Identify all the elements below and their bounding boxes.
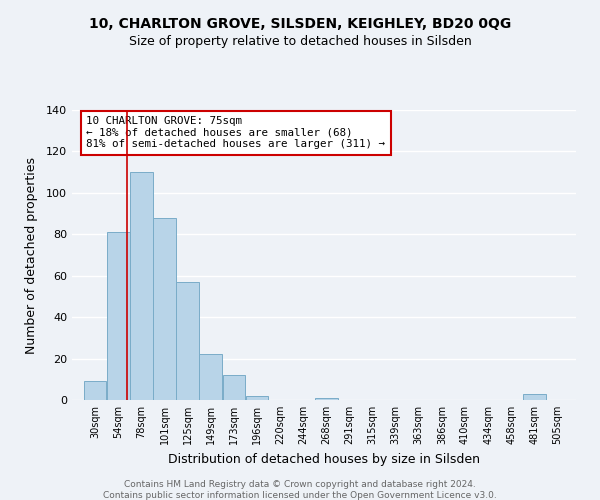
Bar (223, 375, 245, 400)
Text: 10 CHARLTON GROVE: 75sqm
← 18% of detached houses are smaller (68)
81% of semi-d: 10 CHARLTON GROVE: 75sqm ← 18% of detach… (86, 116, 385, 150)
Text: 10, CHARLTON GROVE, SILSDEN, KEIGHLEY, BD20 0QG: 10, CHARLTON GROVE, SILSDEN, KEIGHLEY, B… (89, 18, 511, 32)
Bar (84, 382, 106, 400)
Y-axis label: Number of detached properties: Number of detached properties (25, 156, 38, 354)
X-axis label: Distribution of detached houses by size in Silsden: Distribution of detached houses by size … (168, 452, 480, 466)
Bar (153, 218, 176, 400)
Bar (523, 394, 546, 400)
Text: Contains HM Land Registry data © Crown copyright and database right 2024.: Contains HM Land Registry data © Crown c… (124, 480, 476, 489)
Bar (199, 354, 222, 400)
Text: Contains public sector information licensed under the Open Government Licence v3: Contains public sector information licen… (103, 491, 497, 500)
Bar (315, 398, 338, 400)
Bar (176, 282, 199, 400)
Bar (245, 396, 268, 400)
Bar (107, 232, 130, 400)
Bar (130, 172, 152, 400)
Text: Size of property relative to detached houses in Silsden: Size of property relative to detached ho… (128, 35, 472, 48)
